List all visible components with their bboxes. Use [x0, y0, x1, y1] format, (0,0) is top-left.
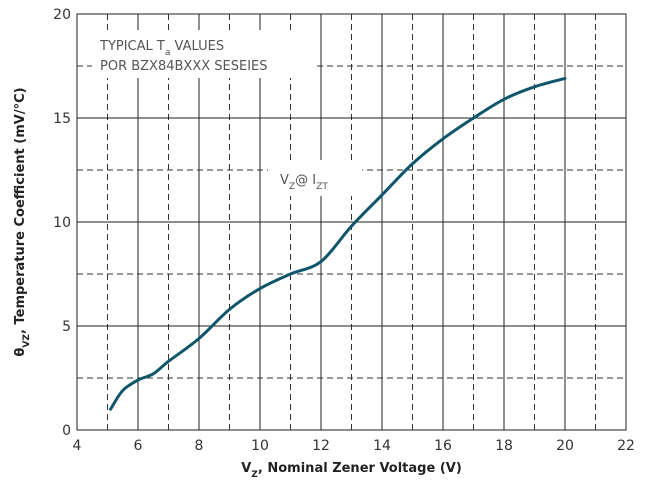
annotation: VZ@ IZT	[280, 173, 328, 192]
x-tick-label: 22	[617, 438, 635, 454]
x-tick-label: 6	[134, 438, 143, 454]
y-axis-title: θVZ, Temperature Coefficient (mV/°C)	[13, 87, 32, 356]
y-tick-label: 5	[62, 319, 71, 335]
annotation-part: POR BZX84BXXX SESEIES	[100, 59, 268, 74]
x-axis-title-sub: Z	[251, 470, 258, 480]
x-axis-title-part: V	[241, 461, 251, 476]
x-tick-label: 10	[251, 438, 269, 454]
annotation: POR BZX84BXXX SESEIES	[100, 59, 268, 74]
x-tick-label: 16	[434, 438, 452, 454]
x-tick-label: 4	[73, 438, 82, 454]
annotation-part: TYPICAL T	[99, 39, 165, 54]
x-tick-label: 20	[556, 438, 574, 454]
annotation-part: VALUES	[170, 39, 224, 54]
y-tick-label: 0	[62, 423, 71, 439]
annotation-part: @ I	[295, 173, 316, 188]
x-tick-label: 14	[373, 438, 391, 454]
annotation: TYPICAL Ta VALUES	[99, 39, 224, 58]
y-axis-title-sub: VZ	[22, 334, 32, 348]
x-tick-label: 8	[195, 438, 204, 454]
x-tick-label: 18	[495, 438, 513, 454]
annotation-sub: Z	[289, 182, 295, 192]
annotation-sub: ZT	[316, 182, 328, 192]
plot-frame	[76, 13, 627, 431]
annotation-box	[268, 160, 362, 196]
x-axis-title: VZ, Nominal Zener Voltage (V)	[241, 461, 462, 480]
data-line	[109, 76, 567, 411]
x-tick-label: 12	[312, 438, 330, 454]
annotation-box	[92, 30, 314, 78]
x-axis-title-part: , Nominal Zener Voltage (V)	[258, 461, 462, 476]
annotation-sub: a	[165, 48, 171, 58]
y-tick-label: 15	[53, 111, 71, 127]
y-tick-label: 10	[53, 215, 71, 231]
y-tick-label: 20	[53, 7, 71, 23]
annotation-part: V	[280, 173, 289, 188]
y-axis-title-part: , Temperature Coefficient (mV/°C)	[13, 87, 28, 334]
y-axis-title-part: θ	[13, 348, 28, 357]
